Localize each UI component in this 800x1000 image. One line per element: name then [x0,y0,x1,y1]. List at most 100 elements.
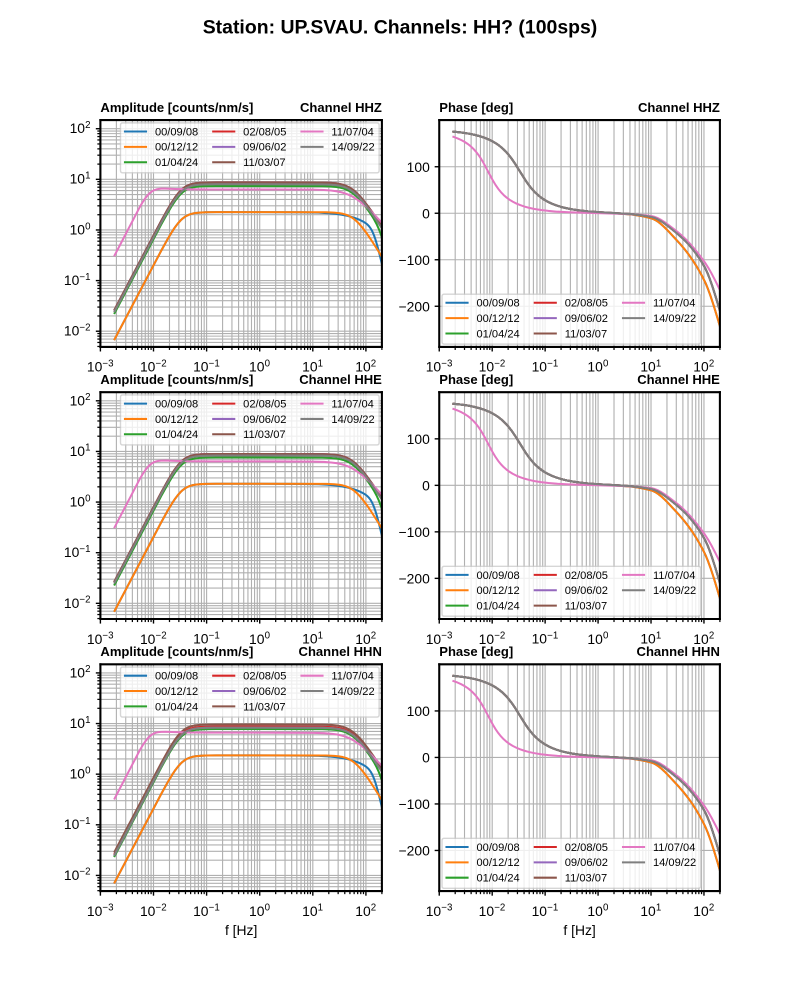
svg-text:1 0 −: 1 0 − 1 [64,532,135,563]
svg-text:00/09/08: 00/09/08 [155,671,198,683]
svg-text:Amplitude [counts/nm/s]: Amplitude [counts/nm/s] [100,644,253,659]
svg-text:1 0 −: 1 0 − 3 [426,619,497,650]
svg-text:100: 100 [407,159,430,175]
svg-text:14/09/22: 14/09/22 [331,686,374,698]
svg-text:1 0 2: 1 0 2 [70,652,135,683]
svg-text:1 0 1: 1 0 1 [70,703,135,734]
svg-text:Channel HHN: Channel HHN [299,644,382,659]
svg-text:1 0 −: 1 0 − 3 [87,891,158,922]
svg-text:1 0 0: 1 0 0 [587,891,652,922]
svg-text:Phase [deg]: Phase [deg] [439,100,513,115]
svg-text:100: 100 [407,431,430,447]
svg-text:1 0 0: 1 0 0 [70,209,135,240]
svg-text:14/09/22: 14/09/22 [331,414,374,426]
svg-text:1 0 0: 1 0 0 [249,347,314,378]
svg-text:1 0 −: 1 0 − 3 [87,347,158,378]
svg-text:01/04/24: 01/04/24 [155,157,198,169]
svg-text:09/06/02: 09/06/02 [243,142,286,154]
svg-text:−100: −100 [399,524,431,540]
svg-text:1 0 −: 1 0 − 2 [64,583,135,614]
svg-text:02/08/05: 02/08/05 [565,298,608,310]
svg-text:1 0 −: 1 0 − 2 [479,619,550,650]
svg-text:00/12/12: 00/12/12 [476,585,519,597]
svg-text:1 0 2: 1 0 2 [70,108,135,139]
svg-text:1 0 2: 1 0 2 [355,619,420,650]
svg-text:1 0 −: 1 0 − 3 [426,891,497,922]
svg-text:1 0 −: 1 0 − 2 [64,855,135,886]
svg-text:11/07/04: 11/07/04 [653,842,695,854]
svg-text:00/09/08: 00/09/08 [476,298,519,310]
svg-text:1 0 2: 1 0 2 [693,891,758,922]
svg-text:00/12/12: 00/12/12 [155,414,198,426]
svg-text:0: 0 [422,477,430,493]
svg-text:1 0 1: 1 0 1 [640,619,705,650]
svg-text:00/09/08: 00/09/08 [155,398,198,410]
svg-text:1 0 −: 1 0 − 2 [479,891,550,922]
svg-text:01/04/24: 01/04/24 [476,873,519,885]
svg-text:00/09/08: 00/09/08 [476,842,519,854]
svg-text:1 0 −: 1 0 − 2 [140,891,211,922]
svg-text:−100: −100 [399,796,431,812]
svg-text:1 0 2: 1 0 2 [693,347,758,378]
svg-text:100: 100 [407,703,430,719]
svg-text:0: 0 [422,749,430,765]
svg-text:02/08/05: 02/08/05 [565,570,608,582]
svg-text:Amplitude [counts/nm/s]: Amplitude [counts/nm/s] [100,372,253,387]
svg-text:11/07/04: 11/07/04 [331,126,373,138]
svg-text:1 0 −: 1 0 − 3 [87,619,158,650]
svg-text:11/03/07: 11/03/07 [243,157,285,169]
svg-text:Channel HHZ: Channel HHZ [300,100,382,115]
svg-text:00/09/08: 00/09/08 [155,126,198,138]
svg-text:f [Hz]: f [Hz] [225,922,257,938]
svg-text:1 0 0: 1 0 0 [70,753,135,784]
svg-text:1 0 0: 1 0 0 [249,891,314,922]
svg-text:00/12/12: 00/12/12 [476,857,519,869]
svg-text:11/07/04: 11/07/04 [331,671,373,683]
svg-text:1 0 1: 1 0 1 [70,159,135,190]
svg-text:1 0 2: 1 0 2 [693,619,758,650]
svg-text:01/04/24: 01/04/24 [155,701,198,713]
svg-text:11/07/04: 11/07/04 [653,570,695,582]
svg-text:11/03/07: 11/03/07 [565,600,607,612]
svg-text:09/06/02: 09/06/02 [565,857,608,869]
svg-text:14/09/22: 14/09/22 [653,313,696,325]
svg-text:1 0 1: 1 0 1 [640,346,705,377]
svg-text:01/04/24: 01/04/24 [476,328,519,340]
svg-text:02/08/05: 02/08/05 [243,398,286,410]
svg-text:00/12/12: 00/12/12 [155,686,198,698]
svg-text:0: 0 [422,205,430,221]
svg-text:Station: UP.SVAU. Channels: HH: Station: UP.SVAU. Channels: HH? (100sps) [203,17,598,39]
svg-text:1 0 0: 1 0 0 [587,347,652,378]
svg-text:09/06/02: 09/06/02 [243,686,286,698]
svg-text:00/12/12: 00/12/12 [155,142,198,154]
svg-text:09/06/02: 09/06/02 [243,414,286,426]
svg-text:1 0 −: 1 0 − 1 [64,260,135,291]
svg-text:Channel HHN: Channel HHN [637,644,720,659]
svg-text:1 0 2: 1 0 2 [70,380,135,411]
svg-text:1 0 0: 1 0 0 [70,481,135,512]
svg-text:02/08/05: 02/08/05 [565,842,608,854]
svg-text:Amplitude [counts/nm/s]: Amplitude [counts/nm/s] [100,100,253,115]
svg-text:1 0 0: 1 0 0 [249,619,314,650]
svg-text:01/04/24: 01/04/24 [155,429,198,441]
svg-text:1 0 −: 1 0 − 1 [193,619,264,650]
svg-text:1 0 1: 1 0 1 [640,891,705,922]
svg-text:Phase [deg]: Phase [deg] [439,372,513,387]
svg-text:1 0 −: 1 0 − 2 [140,347,211,378]
svg-text:−100: −100 [399,252,431,268]
svg-text:14/09/22: 14/09/22 [331,142,374,154]
svg-text:14/09/22: 14/09/22 [653,857,696,869]
svg-text:1 0 −: 1 0 − 2 [479,347,550,378]
svg-text:1 0 0: 1 0 0 [587,619,652,650]
svg-text:Channel HHE: Channel HHE [299,372,382,387]
svg-text:1 0 −: 1 0 − 1 [193,891,264,922]
svg-text:Phase [deg]: Phase [deg] [439,644,513,659]
svg-text:1 0 −: 1 0 − 1 [532,619,603,650]
svg-text:09/06/02: 09/06/02 [565,585,608,597]
svg-text:−200: −200 [399,298,431,314]
svg-text:11/03/07: 11/03/07 [243,701,285,713]
svg-text:1 0 −: 1 0 − 1 [64,804,135,835]
svg-text:1 0 −: 1 0 − 2 [140,619,211,650]
svg-text:1 0 −: 1 0 − 1 [532,346,603,377]
svg-text:−200: −200 [399,842,431,858]
